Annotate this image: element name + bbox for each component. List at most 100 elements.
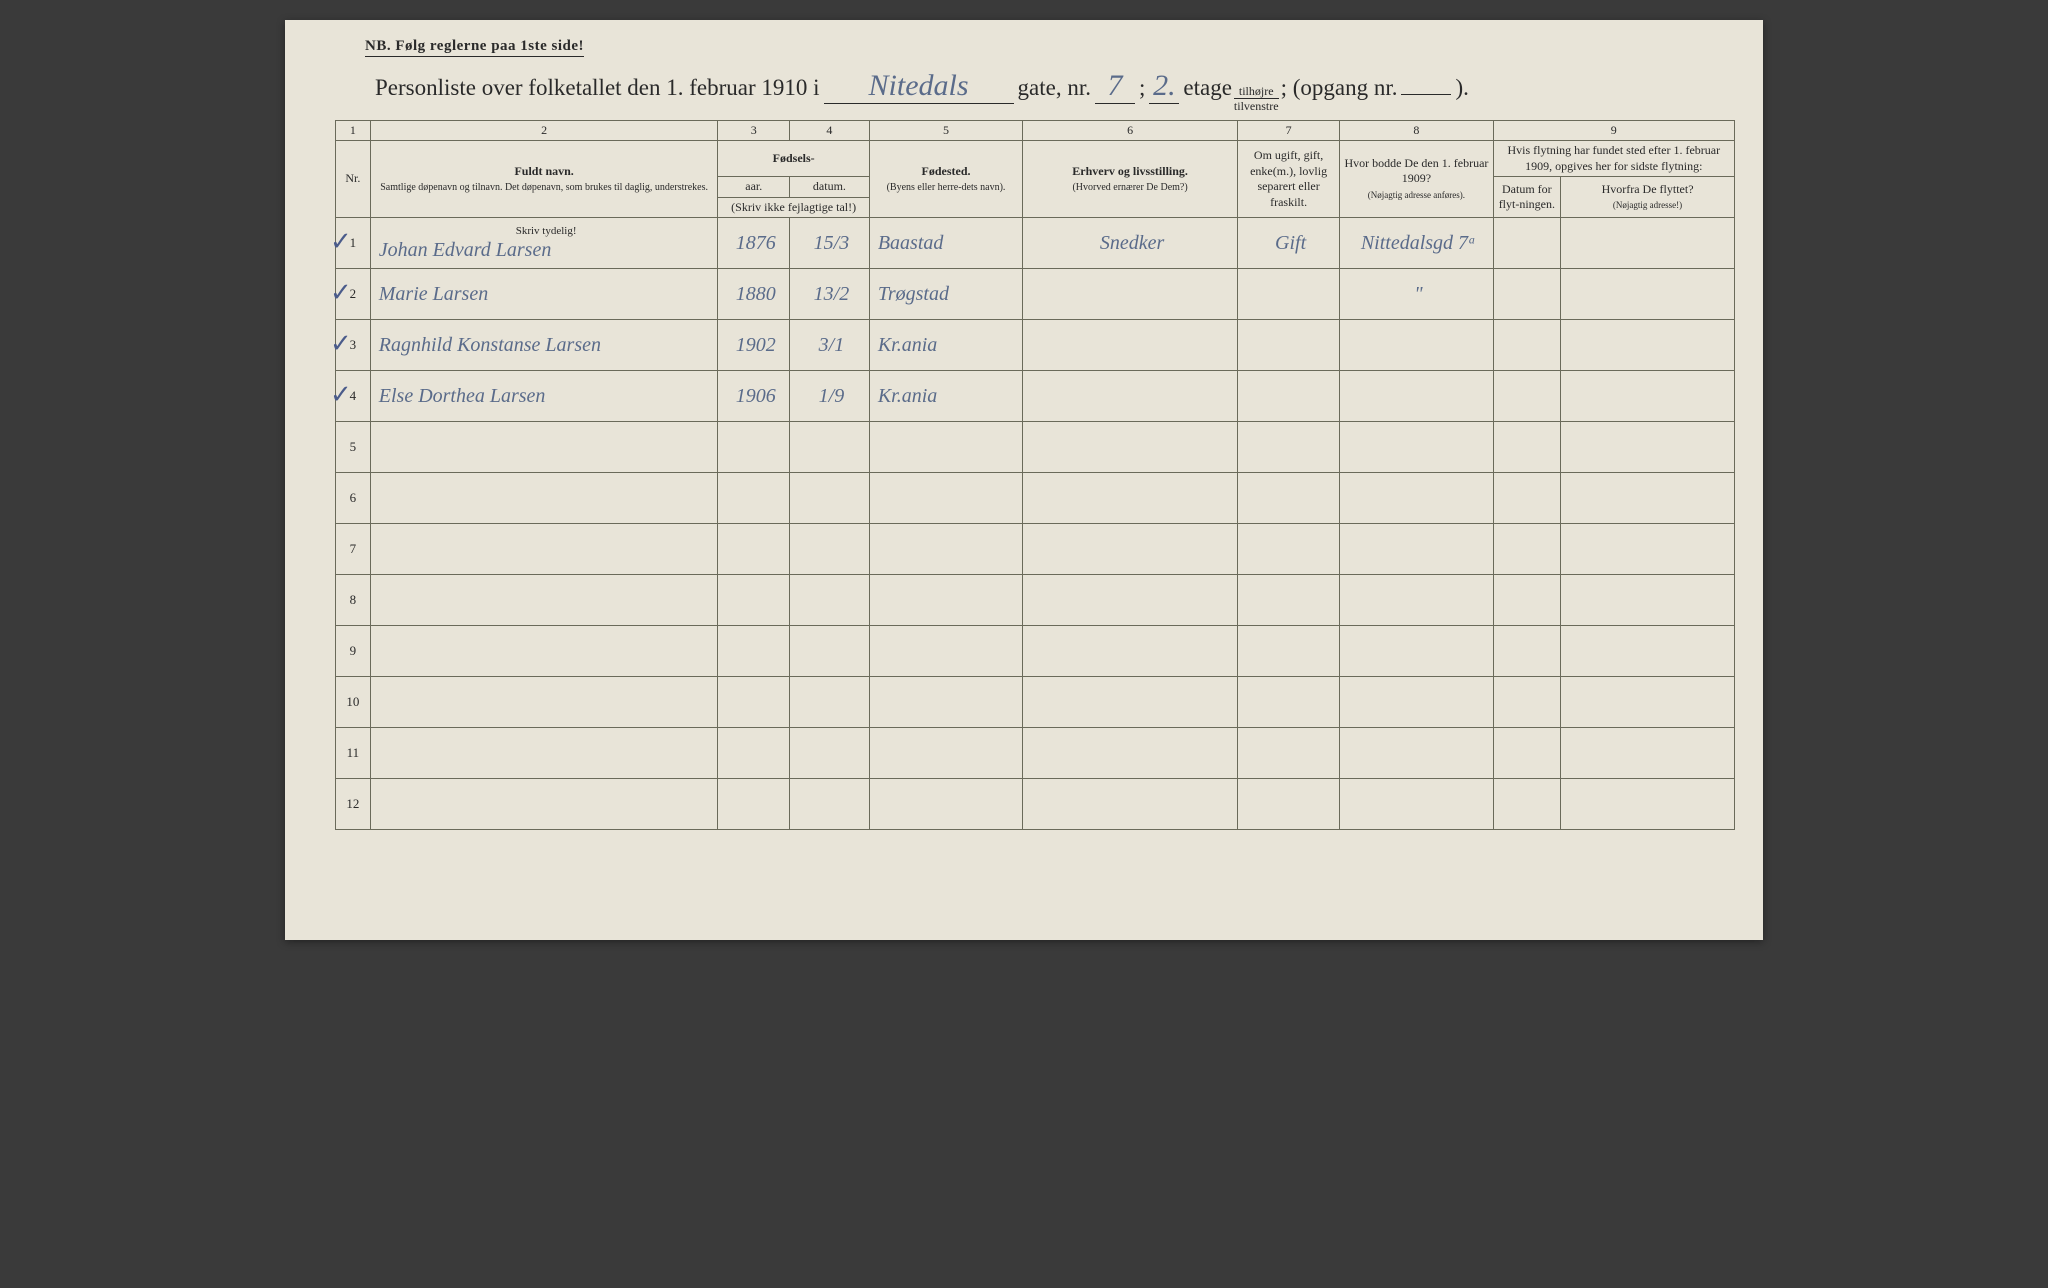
fraction-top: tilhøjre	[1234, 85, 1279, 99]
colnum-6: 6	[1023, 121, 1238, 141]
cell-move-from	[1561, 371, 1735, 422]
cell-name	[370, 524, 718, 575]
cell-nr: ✓1	[336, 218, 371, 269]
table-row: 12	[336, 779, 1735, 830]
cell-birthplace	[869, 473, 1022, 524]
cell-name: Marie Larsen	[370, 269, 718, 320]
street-name-field: Nitedals	[824, 69, 1014, 104]
cell-birthplace: Kr.ania	[869, 371, 1022, 422]
cell-year: 1906	[718, 371, 790, 422]
colnum-7: 7	[1237, 121, 1339, 141]
cell-move-from	[1561, 218, 1735, 269]
cell-occupation	[1023, 371, 1238, 422]
house-nr-field: 7	[1095, 69, 1135, 104]
cell-nr: ✓3	[336, 320, 371, 371]
cell-nr: 9	[336, 626, 371, 677]
cell-occupation	[1023, 575, 1238, 626]
checkmark-icon: ✓	[330, 379, 352, 410]
cell-move-date	[1493, 371, 1560, 422]
table-row: ✓2Marie Larsen188013/2Trøgstad"	[336, 269, 1735, 320]
cell-year: 1902	[718, 320, 790, 371]
label-etage: etage	[1183, 75, 1232, 101]
hdr-name: Fuldt navn. Samtlige døpenavn og tilnavn…	[370, 141, 718, 218]
cell-addr1909: Nittedalsgd 7ᵃ	[1340, 218, 1493, 269]
cell-occupation	[1023, 524, 1238, 575]
table-row: 9	[336, 626, 1735, 677]
hdr-date: datum.	[790, 177, 870, 198]
cell-move-date	[1493, 473, 1560, 524]
cell-move-from	[1561, 320, 1735, 371]
census-table: 1 2 3 4 5 6 7 8 9 Nr. Fuldt navn. Samtli…	[335, 120, 1735, 830]
table-body: ✓1Skriv tydelig!Johan Edvard Larsen18761…	[336, 218, 1735, 830]
cell-occupation	[1023, 422, 1238, 473]
table-row: ✓1Skriv tydelig!Johan Edvard Larsen18761…	[336, 218, 1735, 269]
cell-name: Skriv tydelig!Johan Edvard Larsen	[370, 218, 718, 269]
cell-status	[1237, 422, 1339, 473]
cell-addr1909	[1340, 728, 1493, 779]
cell-birthplace	[869, 779, 1022, 830]
title-prefix: Personliste over folketallet den 1. febr…	[375, 75, 820, 101]
cell-year	[718, 677, 790, 728]
cell-date	[790, 626, 870, 677]
cell-move-from	[1561, 524, 1735, 575]
cell-birthplace: Baastad	[869, 218, 1022, 269]
hdr-status: Om ugift, gift, enke(m.), lovlig separer…	[1237, 141, 1339, 218]
cell-name: Else Dorthea Larsen	[370, 371, 718, 422]
hdr-move-from: Hvorfra De flyttet? (Nøjagtig adresse!)	[1561, 177, 1735, 218]
cell-addr1909	[1340, 677, 1493, 728]
cell-nr: 10	[336, 677, 371, 728]
cell-addr1909	[1340, 626, 1493, 677]
hdr-occupation: Erhverv og livsstilling. (Hvorved ernære…	[1023, 141, 1238, 218]
cell-status	[1237, 524, 1339, 575]
cell-name: Ragnhild Konstanse Larsen	[370, 320, 718, 371]
cell-name	[370, 677, 718, 728]
cell-addr1909	[1340, 473, 1493, 524]
colnum-8: 8	[1340, 121, 1493, 141]
cell-move-date	[1493, 779, 1560, 830]
cell-move-from	[1561, 677, 1735, 728]
colnum-1: 1	[336, 121, 371, 141]
cell-name	[370, 728, 718, 779]
cell-move-from	[1561, 473, 1735, 524]
cell-occupation	[1023, 728, 1238, 779]
hdr-addr1909-title: Hvor bodde De den 1. februar 1909?	[1344, 156, 1488, 186]
cell-addr1909	[1340, 575, 1493, 626]
cell-status	[1237, 779, 1339, 830]
cell-nr: 6	[336, 473, 371, 524]
cell-date: 1/9	[790, 371, 870, 422]
hdr-fodsels-text: Fødsels-	[773, 151, 815, 165]
table-row: 7	[336, 524, 1735, 575]
hdr-occupation-sub: (Hvorved ernærer De Dem?)	[1072, 182, 1187, 193]
cell-move-date	[1493, 575, 1560, 626]
checkmark-icon: ✓	[330, 277, 352, 308]
fraction-bot: tilvenstre	[1234, 99, 1279, 112]
hdr-fodsels: Fødsels-	[718, 141, 869, 177]
cell-status	[1237, 473, 1339, 524]
cell-addr1909	[1340, 371, 1493, 422]
cell-status	[1237, 677, 1339, 728]
hdr-move-from-sub: (Nøjagtig adresse!)	[1613, 200, 1682, 210]
cell-addr1909: "	[1340, 269, 1493, 320]
cell-move-from	[1561, 779, 1735, 830]
hdr-addr1909-sub: (Nøjagtig adresse anføres).	[1368, 190, 1465, 200]
cell-nr: 11	[336, 728, 371, 779]
cell-date: 15/3	[790, 218, 870, 269]
cell-status	[1237, 320, 1339, 371]
cell-nr: 5	[336, 422, 371, 473]
table-row: 6	[336, 473, 1735, 524]
cell-birthplace: Kr.ania	[869, 320, 1022, 371]
cell-status	[1237, 575, 1339, 626]
cell-addr1909	[1340, 320, 1493, 371]
cell-name	[370, 779, 718, 830]
cell-move-from	[1561, 728, 1735, 779]
floor-nr-field: 2.	[1149, 69, 1179, 104]
cell-move-date	[1493, 422, 1560, 473]
colnum-5: 5	[869, 121, 1022, 141]
cell-status	[1237, 626, 1339, 677]
cell-year	[718, 728, 790, 779]
table-row: 5	[336, 422, 1735, 473]
cell-year	[718, 524, 790, 575]
hdr-birthplace: Fødested. (Byens eller herre-dets navn).	[869, 141, 1022, 218]
cell-year	[718, 779, 790, 830]
form-title-line: Personliste over folketallet den 1. febr…	[375, 69, 1735, 112]
